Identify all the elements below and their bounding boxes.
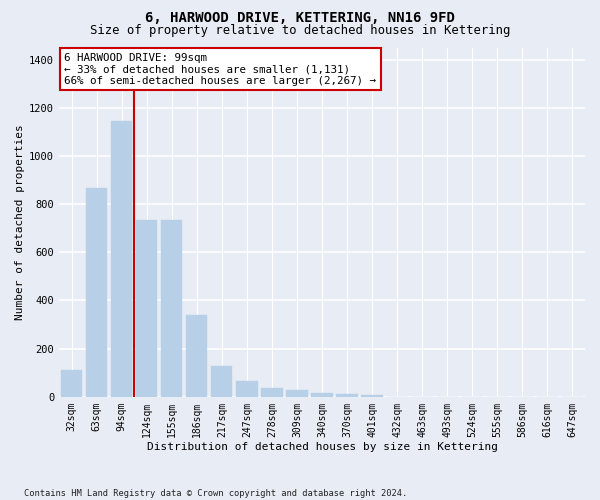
Bar [211, 366, 232, 397]
X-axis label: Distribution of detached houses by size in Kettering: Distribution of detached houses by size … [146, 442, 497, 452]
Text: 6 HARWOOD DRIVE: 99sqm
← 33% of detached houses are smaller (1,131)
66% of semi-: 6 HARWOOD DRIVE: 99sqm ← 33% of detached… [64, 52, 376, 86]
Bar [311, 392, 332, 397]
Text: Contains HM Land Registry data © Crown copyright and database right 2024.: Contains HM Land Registry data © Crown c… [24, 488, 407, 498]
Bar [261, 388, 283, 397]
Bar [161, 220, 182, 397]
Bar [111, 121, 132, 397]
Text: Size of property relative to detached houses in Kettering: Size of property relative to detached ho… [90, 24, 510, 37]
Bar [61, 370, 82, 397]
Bar [86, 188, 107, 397]
Bar [337, 394, 358, 397]
Bar [361, 395, 383, 397]
Bar [236, 381, 257, 397]
Y-axis label: Number of detached properties: Number of detached properties [15, 124, 25, 320]
Bar [286, 390, 308, 397]
Bar [136, 220, 157, 397]
Bar [186, 315, 208, 397]
Text: 6, HARWOOD DRIVE, KETTERING, NN16 9FD: 6, HARWOOD DRIVE, KETTERING, NN16 9FD [145, 11, 455, 25]
